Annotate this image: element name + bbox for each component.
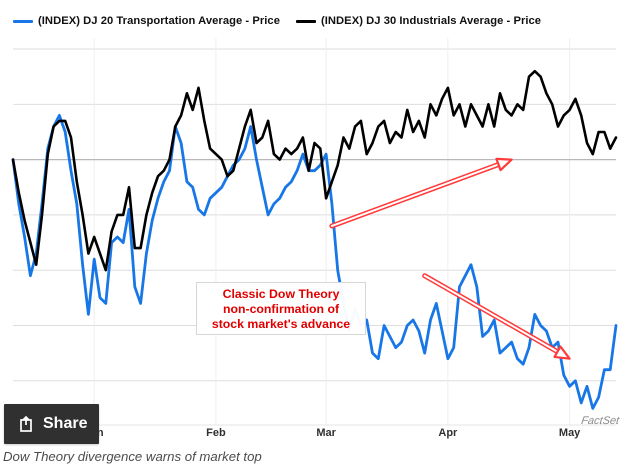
dow-theory-annotation: Classic Dow Theory non-confirmation of s… (196, 282, 366, 335)
transportation-downward-arrow (422, 273, 571, 360)
x-tick-label: Mar (316, 427, 336, 439)
chart-frame: JanFebMarAprMay (INDEX) DJ 20 Transporta… (4, 10, 622, 444)
legend-item-industrials: (INDEX) DJ 30 Industrials Average - Pric… (295, 15, 542, 27)
transportation-downward-arrow-head (553, 345, 571, 360)
price-line-chart: JanFebMarAprMay (11, 38, 618, 439)
industrials-upward-arrow (329, 157, 513, 229)
x-tick-label: Apr (438, 427, 458, 439)
share-button[interactable]: Share (4, 404, 99, 444)
legend-label-industrials: (INDEX) DJ 30 Industrials Average - Pric… (320, 15, 542, 27)
legend-line-transportation (13, 19, 33, 23)
x-tick-label: May (559, 427, 581, 439)
factset-watermark: FactSet (580, 415, 620, 427)
x-tick-label: Feb (206, 427, 226, 439)
legend-item-transportation: (INDEX) DJ 20 Transportation Average - P… (13, 15, 280, 27)
transportation-series-line (11, 114, 618, 410)
chart-caption: Dow Theory divergence warns of market to… (3, 449, 262, 464)
grid-layer (13, 38, 616, 425)
transportation-downward-arrow-inner-shaft (423, 274, 559, 353)
annotation-line-1: Classic Dow Theory (222, 287, 340, 301)
industrials-upward-arrow-inner-shaft (330, 163, 500, 227)
annotation-line-2: non-confirmation of (222, 302, 340, 316)
legend: (INDEX) DJ 20 Transportation Average - P… (13, 10, 622, 32)
industrials-upward-arrow-head (495, 157, 513, 172)
series-layer (11, 69, 618, 410)
legend-line-industrials (295, 19, 316, 23)
legend-label-transportation: (INDEX) DJ 20 Transportation Average - P… (38, 15, 280, 27)
arrow-layer (329, 157, 571, 360)
share-icon (20, 416, 32, 432)
share-label: Share (43, 415, 88, 432)
annotation-line-3: stock market's advance (211, 317, 351, 331)
industrials-series-line (11, 69, 618, 272)
